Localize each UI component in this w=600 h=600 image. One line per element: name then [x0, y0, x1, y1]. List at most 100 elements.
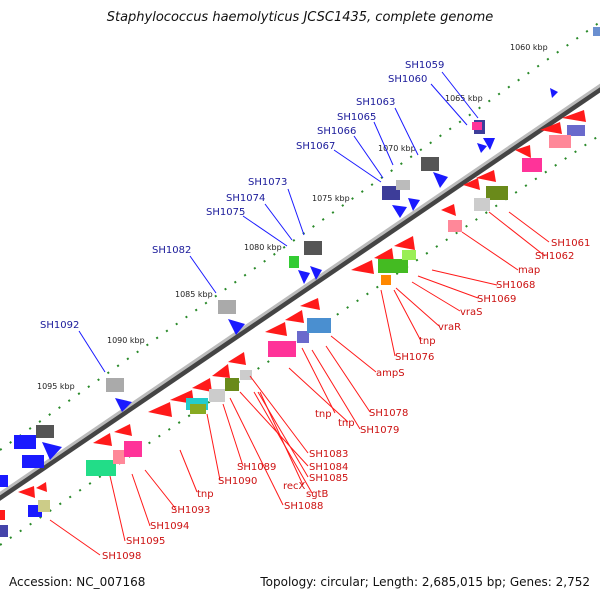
gene-label[interactable]: SH1082	[152, 245, 191, 256]
gene-label[interactable]: SH1092	[40, 320, 79, 331]
gene-label[interactable]: SH1089	[237, 462, 276, 473]
gene-arrow[interactable]	[228, 319, 245, 335]
gene-block[interactable]	[304, 241, 322, 255]
gene-label[interactable]: SH1098	[102, 551, 141, 562]
gene-block[interactable]	[549, 135, 571, 148]
gene-block[interactable]	[381, 275, 391, 285]
gene-label[interactable]: recX	[283, 481, 306, 492]
gene-block[interactable]	[396, 180, 410, 190]
gene-label[interactable]: SH1078	[369, 408, 408, 419]
gene-label[interactable]: map	[518, 265, 540, 276]
gene-arrow[interactable]	[300, 298, 320, 310]
gene-arrow[interactable]	[148, 402, 172, 417]
gene-block[interactable]	[0, 475, 8, 487]
gene-arrow[interactable]	[18, 486, 35, 498]
gene-arrow[interactable]	[212, 364, 230, 378]
gene-arrow[interactable]	[483, 138, 495, 150]
gene-arrow[interactable]	[298, 270, 310, 284]
gene-block[interactable]	[225, 378, 239, 391]
gene-arrow[interactable]	[93, 433, 112, 446]
gene-arrow[interactable]	[540, 122, 562, 134]
gene-block[interactable]	[448, 220, 462, 232]
gene-label[interactable]: SH1065	[337, 112, 376, 123]
gene-label[interactable]: SH1075	[206, 207, 245, 218]
gene-label[interactable]: SH1088	[284, 501, 323, 512]
gene-arrow[interactable]	[265, 322, 287, 336]
gene-arrow[interactable]	[394, 236, 415, 250]
gene-label[interactable]: SH1074	[226, 193, 265, 204]
gene-block[interactable]	[268, 341, 296, 357]
gene-label[interactable]: ampS	[376, 368, 405, 379]
gene-label[interactable]: tnp	[197, 489, 214, 500]
gene-block[interactable]	[209, 389, 225, 402]
gene-label[interactable]: SH1060	[388, 74, 427, 85]
gene-arrow[interactable]	[228, 352, 246, 365]
gene-block[interactable]	[297, 331, 309, 343]
gene-label[interactable]: SH1076	[395, 352, 434, 363]
gene-block[interactable]	[522, 158, 542, 172]
gene-arrow[interactable]	[441, 204, 456, 216]
gene-label[interactable]: SH1059	[405, 60, 444, 71]
gene-arrow[interactable]	[433, 172, 448, 188]
gene-block[interactable]	[289, 256, 299, 268]
gene-label[interactable]: SH1085	[309, 473, 348, 484]
gene-block[interactable]	[593, 27, 600, 36]
gene-label[interactable]: tnp	[338, 418, 355, 429]
gene-arrow[interactable]	[550, 88, 558, 98]
gene-label[interactable]: tnp	[315, 409, 332, 420]
gene-arrow[interactable]	[374, 248, 394, 262]
gene-block[interactable]	[190, 404, 206, 414]
gene-label[interactable]: SH1084	[309, 462, 348, 473]
gene-arrow[interactable]	[192, 378, 212, 392]
gene-arrow[interactable]	[310, 266, 322, 280]
gene-label[interactable]: vraS	[460, 307, 483, 318]
gene-block[interactable]	[106, 378, 124, 392]
gene-label[interactable]: tnp	[419, 336, 436, 347]
gene-label[interactable]: SH1094	[150, 521, 189, 532]
gene-label[interactable]: SH1068	[496, 280, 535, 291]
gene-label[interactable]: SH1083	[309, 449, 348, 460]
gene-block[interactable]	[218, 300, 236, 314]
gene-block[interactable]	[402, 250, 416, 260]
gene-arrow[interactable]	[392, 205, 407, 218]
gene-arrow[interactable]	[515, 145, 531, 158]
gene-block[interactable]	[307, 318, 331, 333]
gene-arrow[interactable]	[36, 482, 47, 492]
gene-block[interactable]	[421, 157, 439, 171]
gene-arrow[interactable]	[562, 110, 586, 122]
gene-block[interactable]	[378, 259, 408, 273]
gene-block[interactable]	[38, 500, 50, 512]
gene-arrow[interactable]	[285, 310, 304, 323]
gene-label[interactable]: SH1061	[551, 238, 590, 249]
gene-label[interactable]: SH1067	[296, 141, 335, 152]
gene-label[interactable]: SH1063	[356, 97, 395, 108]
gene-arrow[interactable]	[477, 143, 487, 153]
gene-label[interactable]: SH1095	[126, 536, 165, 547]
gene-block[interactable]	[36, 425, 54, 438]
gene-label[interactable]: SH1090	[218, 476, 257, 487]
gene-block[interactable]	[0, 510, 5, 520]
gene-block[interactable]	[113, 450, 125, 464]
gene-arrow[interactable]	[351, 260, 374, 274]
gene-block[interactable]	[382, 186, 400, 200]
gene-label[interactable]: SH1093	[171, 505, 210, 516]
gene-label[interactable]: vraR	[438, 322, 461, 333]
gene-arrow[interactable]	[114, 424, 132, 436]
gene-label[interactable]: sgtB	[306, 489, 328, 500]
gene-arrow[interactable]	[115, 398, 132, 412]
gene-label[interactable]: SH1079	[360, 425, 399, 436]
gene-arrow[interactable]	[463, 178, 480, 190]
gene-block[interactable]	[22, 455, 44, 468]
gene-arrow[interactable]	[476, 170, 496, 182]
gene-block[interactable]	[0, 525, 8, 537]
gene-block[interactable]	[124, 441, 142, 457]
gene-arrow[interactable]	[408, 198, 420, 211]
gene-arrow[interactable]	[42, 442, 62, 460]
gene-block[interactable]	[14, 435, 36, 449]
gene-label[interactable]: SH1073	[248, 177, 287, 188]
gene-block[interactable]	[486, 186, 508, 200]
gene-label[interactable]: SH1066	[317, 126, 356, 137]
gene-block[interactable]	[472, 122, 482, 130]
gene-block[interactable]	[567, 125, 585, 136]
gene-label[interactable]: SH1062	[535, 251, 574, 262]
